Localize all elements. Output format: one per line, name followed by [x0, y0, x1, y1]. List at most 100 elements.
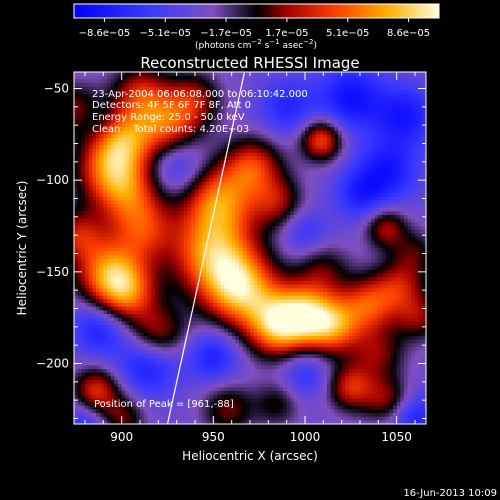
heatmap-cell [77, 295, 82, 300]
heatmap-cell [158, 193, 163, 198]
heatmap-cell [129, 178, 134, 183]
heatmap-cell [162, 270, 167, 275]
heatmap-cell [231, 328, 236, 333]
heatmap-cell [74, 339, 79, 344]
heatmap-cell [235, 266, 240, 271]
heatmap-cell [180, 193, 185, 198]
heatmap-cell [173, 343, 178, 348]
heatmap-cell [129, 215, 134, 220]
heatmap-cell [121, 112, 126, 117]
heatmap-cell [107, 123, 112, 128]
heatmap-cell [158, 138, 163, 143]
heatmap-cell [235, 391, 240, 396]
heatmap-cell [169, 215, 174, 220]
heatmap-cell [261, 339, 266, 344]
heatmap-cell [220, 160, 225, 165]
heatmap-cell [154, 413, 159, 418]
heatmap-cell [114, 358, 119, 363]
heatmap-cell [180, 266, 185, 271]
heatmap-cell [176, 145, 181, 150]
heatmap-cell [187, 138, 192, 143]
heatmap-cell [114, 167, 119, 172]
heatmap-cell [162, 196, 167, 201]
heatmap-cell [198, 119, 203, 124]
heatmap-cell [184, 398, 189, 403]
heatmap-cell [125, 185, 130, 190]
heatmap-cell [202, 116, 207, 121]
heatmap-cell [246, 244, 251, 249]
heatmap-cell [132, 372, 137, 377]
heatmap-cell [169, 251, 174, 256]
heatmap-cell [154, 207, 159, 212]
heatmap-cell [158, 369, 163, 374]
heatmap-cell [217, 215, 222, 220]
heatmap-cell [228, 255, 233, 260]
heatmap-cell [250, 145, 255, 150]
heatmap-cell [253, 215, 258, 220]
heatmap-cell [121, 189, 126, 194]
heatmap-cell [228, 372, 233, 377]
heatmap-cell [125, 402, 130, 407]
heatmap-cell [246, 94, 251, 99]
heatmap-cell [165, 226, 170, 231]
heatmap-cell [235, 138, 240, 143]
heatmap-cell [209, 365, 214, 370]
heatmap-cell [121, 156, 126, 161]
heatmap-cell [228, 328, 233, 333]
heatmap-cell [88, 72, 93, 77]
heatmap-cell [246, 215, 251, 220]
heatmap-cell [195, 189, 200, 194]
heatmap-cell [151, 299, 156, 304]
heatmap-cell [77, 171, 82, 176]
heatmap-cell [143, 409, 148, 414]
heatmap-cell [151, 240, 156, 245]
heatmap-cell [217, 416, 222, 421]
heatmap-cell [198, 189, 203, 194]
heatmap-cell [176, 244, 181, 249]
heatmap-cell [107, 255, 112, 260]
heatmap-cell [235, 193, 240, 198]
heatmap-cell [136, 328, 141, 333]
heatmap-cell [154, 200, 159, 205]
heatmap-cell [176, 75, 181, 80]
heatmap-cell [253, 391, 258, 396]
heatmap-cell [81, 171, 86, 176]
heatmap-cell [209, 350, 214, 355]
heatmap-cell [151, 369, 156, 374]
heatmap-cell [242, 229, 247, 234]
heatmap-cell [158, 336, 163, 341]
heatmap-cell [110, 108, 115, 113]
heatmap-cell [154, 196, 159, 201]
heatmap-cell [176, 90, 181, 95]
heatmap-cell [74, 149, 79, 154]
heatmap-cell [180, 189, 185, 194]
heatmap-cell [158, 365, 163, 370]
heatmap-cell [140, 79, 145, 84]
heatmap-cell [217, 130, 222, 135]
heatmap-cell [151, 211, 156, 216]
heatmap-cell [151, 229, 156, 234]
heatmap-cell [169, 277, 174, 282]
heatmap-cell [235, 185, 240, 190]
heatmap-cell [202, 149, 207, 154]
heatmap-cell [187, 233, 192, 238]
heatmap-cell [257, 182, 262, 187]
heatmap-cell [114, 325, 119, 330]
heatmap-cell [147, 255, 152, 260]
heatmap-cell [118, 182, 123, 187]
heatmap-cell [99, 369, 104, 374]
heatmap-cell [198, 182, 203, 187]
heatmap-cell [202, 178, 207, 183]
heatmap-cell [235, 233, 240, 238]
heatmap-cell [257, 152, 262, 157]
heatmap-cell [103, 321, 108, 326]
heatmap-cell [114, 255, 119, 260]
heatmap-cell [147, 167, 152, 172]
heatmap-cell [81, 416, 86, 421]
heatmap-cell [239, 358, 244, 363]
heatmap-cell [81, 108, 86, 113]
heatmap-cell [81, 273, 86, 278]
heatmap-cell [228, 163, 233, 168]
heatmap-cell [114, 273, 119, 278]
heatmap-cell [165, 387, 170, 392]
